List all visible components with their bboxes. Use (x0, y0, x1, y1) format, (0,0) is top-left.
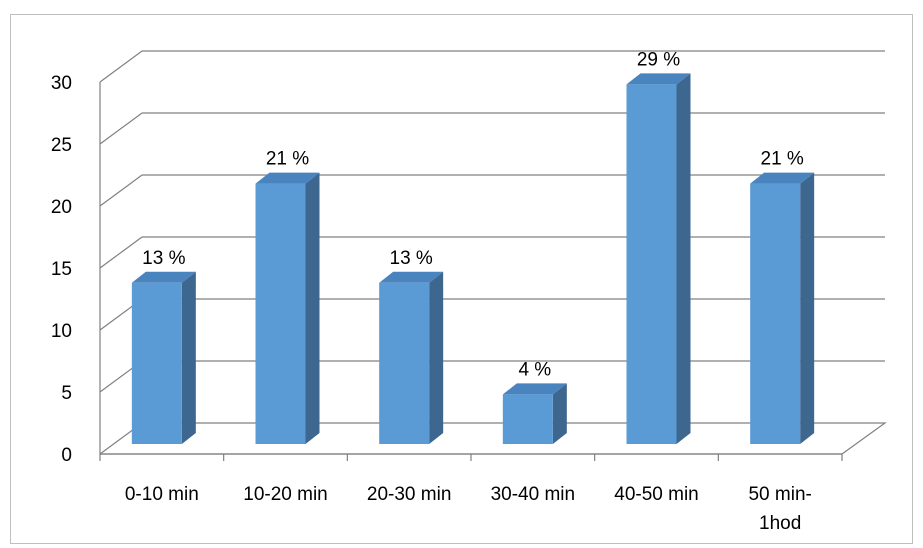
data-label: 21 % (266, 149, 309, 170)
bar-top (750, 172, 815, 184)
y-tick-label: 10 (51, 321, 72, 342)
data-label: 21 % (761, 149, 804, 170)
bar (626, 84, 677, 445)
data-label: 29 % (637, 49, 680, 70)
bar-top (502, 383, 567, 395)
bar-side (181, 271, 196, 444)
bars (131, 73, 815, 445)
bar (379, 282, 430, 444)
gridline-depth (99, 236, 143, 269)
axes (99, 82, 843, 461)
gridline-depth (99, 112, 143, 145)
x-tick-label: 10-20 min (243, 484, 328, 505)
bar-side (305, 172, 320, 444)
data-label: 13 % (142, 248, 185, 269)
bar-top (379, 271, 444, 283)
bar-top (255, 172, 320, 184)
x-tick-label: 0-10 min (125, 484, 199, 505)
bar (502, 394, 553, 444)
data-label: 4 % (518, 359, 551, 380)
labels: 0 5 10 15 20 25 30 13 % 0-10 min 21 % 10-20 min 13 … (51, 49, 812, 534)
bar-top (131, 271, 196, 283)
bar (131, 282, 182, 444)
bar-side (676, 73, 691, 445)
y-tick-label: 15 (51, 259, 72, 280)
y-tick-label: 30 (51, 73, 72, 94)
x-tick-label: 40-50 min (614, 484, 699, 505)
bar-side (800, 172, 815, 444)
data-label: 13 % (390, 248, 433, 269)
gridline-depth (99, 50, 143, 83)
gridline-depth (99, 174, 143, 207)
y-tick-label: 0 (61, 445, 72, 466)
bar-side (552, 383, 567, 444)
bar (255, 183, 306, 444)
y-tick-label: 25 (51, 135, 72, 156)
y-tick-label: 5 (61, 383, 72, 404)
x-tick-label: 30-40 min (491, 484, 576, 505)
bar-top (626, 73, 691, 85)
y-tick-label: 20 (51, 197, 72, 218)
x-tick-label: 50 min-1hod (748, 484, 811, 534)
bar-side (429, 271, 444, 444)
bar (750, 183, 801, 444)
x-tick-label: 20-30 min (367, 484, 452, 505)
